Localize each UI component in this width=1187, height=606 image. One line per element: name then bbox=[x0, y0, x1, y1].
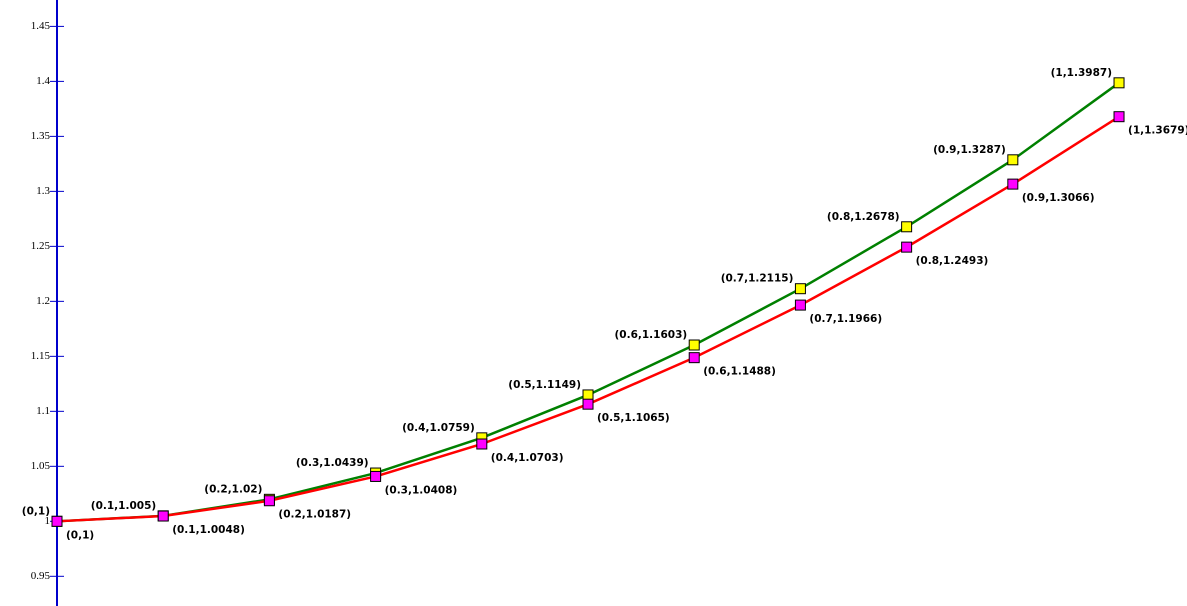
y-tick-label: 1.4 bbox=[36, 75, 50, 87]
y-tick-label: 1.3 bbox=[36, 185, 50, 197]
data-label: (0.6,1.1488) bbox=[703, 366, 776, 378]
marker bbox=[1007, 154, 1019, 166]
data-label: (0.8,1.2493) bbox=[916, 255, 989, 267]
y-tick-label: 1.15 bbox=[31, 350, 51, 362]
data-label: (0,1) bbox=[66, 529, 94, 541]
marker bbox=[157, 510, 169, 522]
data-label: (0.7,1.1966) bbox=[809, 313, 882, 325]
marker bbox=[582, 398, 594, 410]
data-label: (0.4,1.0759) bbox=[402, 422, 475, 434]
marker bbox=[476, 438, 488, 450]
marker bbox=[1113, 111, 1125, 123]
y-tick-label: 1.25 bbox=[31, 240, 51, 252]
data-label: (1,1.3679) bbox=[1128, 125, 1187, 137]
marker bbox=[582, 389, 594, 401]
marker bbox=[370, 470, 382, 482]
y-tick-label: 1.05 bbox=[31, 460, 51, 472]
y-tick-label: 0.95 bbox=[31, 570, 51, 582]
data-label: (0.5,1.1065) bbox=[597, 412, 670, 424]
marker bbox=[688, 352, 700, 364]
y-tick-label: 1.2 bbox=[36, 295, 50, 307]
marker bbox=[1113, 77, 1125, 89]
data-label: (0.3,1.0439) bbox=[296, 457, 369, 469]
marker bbox=[1007, 178, 1019, 190]
data-label: (0,1) bbox=[22, 505, 50, 517]
data-label: (1,1.3987) bbox=[1051, 67, 1112, 79]
marker bbox=[901, 221, 913, 233]
series-line bbox=[56, 115, 1120, 523]
data-label: (0.8,1.2678) bbox=[827, 211, 900, 223]
y-tick-label: 1 bbox=[45, 515, 51, 527]
data-label: (0.5,1.1149) bbox=[508, 379, 581, 391]
data-label: (0.2,1.0187) bbox=[278, 509, 351, 521]
marker bbox=[51, 515, 63, 527]
marker bbox=[263, 495, 275, 507]
y-tick-label: 1.1 bbox=[36, 405, 50, 417]
data-label: (0.7,1.2115) bbox=[721, 273, 794, 285]
data-label: (0.6,1.1603) bbox=[614, 329, 687, 341]
y-tick-label: 1.35 bbox=[31, 130, 51, 142]
marker bbox=[794, 283, 806, 295]
y-tick-label: 1.45 bbox=[31, 20, 51, 32]
data-label: (0.3,1.0408) bbox=[385, 484, 458, 496]
data-label: (0.1,1.0048) bbox=[172, 524, 245, 536]
data-label: (0.4,1.0703) bbox=[491, 452, 564, 464]
data-label: (0.9,1.3287) bbox=[933, 144, 1006, 156]
marker bbox=[688, 339, 700, 351]
data-label: (0.1,1.005) bbox=[91, 500, 156, 512]
marker bbox=[901, 241, 913, 253]
data-label: (0.9,1.3066) bbox=[1022, 192, 1095, 204]
marker bbox=[794, 299, 806, 311]
data-label: (0.2,1.02) bbox=[204, 483, 262, 495]
